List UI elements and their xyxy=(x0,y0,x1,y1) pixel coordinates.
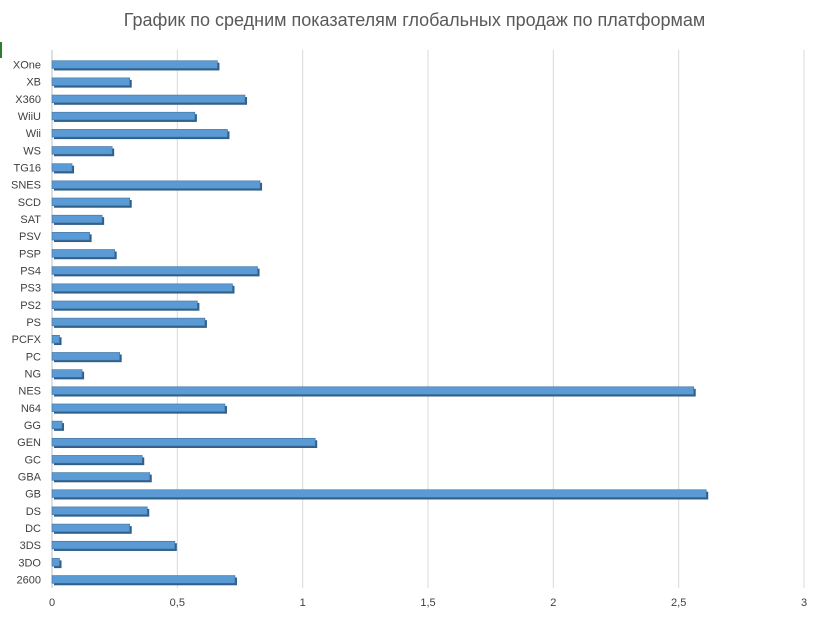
bar-3ds xyxy=(51,540,176,550)
bar-sat xyxy=(51,214,103,224)
category-label: PS xyxy=(26,317,41,329)
category-label: NG xyxy=(25,368,42,380)
bar-gg xyxy=(51,420,63,430)
category-label: DS xyxy=(26,506,41,518)
category-label: GC xyxy=(25,454,42,466)
left-edge-accent xyxy=(0,42,2,58)
category-label: PCFX xyxy=(12,334,42,346)
bar-2600 xyxy=(51,575,236,584)
bar-ps4 xyxy=(51,266,258,275)
category-label: 3DO xyxy=(18,557,41,569)
bar-gb xyxy=(51,489,707,498)
bar-xb xyxy=(51,77,131,86)
category-label: SCD xyxy=(18,197,41,209)
category-label: Wii xyxy=(26,128,41,140)
bar-gc xyxy=(51,455,143,464)
bar-scd xyxy=(51,197,131,207)
category-label: 2600 xyxy=(17,574,41,586)
bar-ps2 xyxy=(51,300,198,309)
category-label: DC xyxy=(25,523,41,535)
category-label: XOne xyxy=(13,60,41,72)
bar-3do xyxy=(51,558,60,567)
category-label: PS2 xyxy=(20,300,41,312)
bar-ng xyxy=(51,369,83,378)
category-label: PSP xyxy=(19,248,41,260)
category-label: PS4 xyxy=(20,266,41,278)
bar-ws xyxy=(51,146,113,155)
bar-nes xyxy=(51,386,695,395)
x-tick-label: 2 xyxy=(550,597,556,609)
category-label: GB xyxy=(25,489,41,501)
x-tick-label: 1 xyxy=(300,597,306,609)
category-label: WiiU xyxy=(18,111,41,123)
bar-dc xyxy=(51,523,131,533)
bar-tg16 xyxy=(51,163,73,172)
category-label: GG xyxy=(24,420,41,432)
x-tick-label: 2,5 xyxy=(671,597,686,609)
bar-gen xyxy=(51,437,316,447)
category-label: SNES xyxy=(11,180,41,192)
category-label: X360 xyxy=(15,94,41,106)
bar-gba xyxy=(51,472,151,481)
category-label: PS3 xyxy=(20,283,41,295)
x-tick-label: 3 xyxy=(801,597,807,609)
category-label: GBA xyxy=(18,471,42,483)
category-label: NES xyxy=(18,386,41,398)
chart-title: График по средним показателям глобальных… xyxy=(123,10,706,30)
bar-snes xyxy=(51,180,261,189)
bar-ps3 xyxy=(51,283,233,292)
category-label: WS xyxy=(23,145,41,157)
bar-xone xyxy=(51,60,218,69)
bar-psp xyxy=(51,249,115,258)
bar-n64 xyxy=(51,403,226,412)
category-label: GEN xyxy=(17,437,41,449)
x-tick-label: 0 xyxy=(49,597,55,609)
bar-x360 xyxy=(51,94,246,104)
bar-psv xyxy=(51,232,90,241)
bar-pcfx xyxy=(51,334,60,344)
category-label: PC xyxy=(26,351,41,363)
bar-pc xyxy=(51,352,120,361)
category-label: SAT xyxy=(20,214,41,226)
bar-wiiu xyxy=(51,111,196,121)
category-label: 3DS xyxy=(20,540,41,552)
bar-wii xyxy=(51,129,228,138)
category-label: N64 xyxy=(21,403,41,415)
category-label: TG16 xyxy=(13,163,41,175)
x-tick-label: 0,5 xyxy=(170,597,185,609)
x-tick-label: 1,5 xyxy=(420,597,435,609)
bar-ds xyxy=(51,506,148,515)
category-label: PSV xyxy=(19,231,42,243)
category-label: XB xyxy=(26,77,41,89)
bar-ps xyxy=(51,317,206,327)
